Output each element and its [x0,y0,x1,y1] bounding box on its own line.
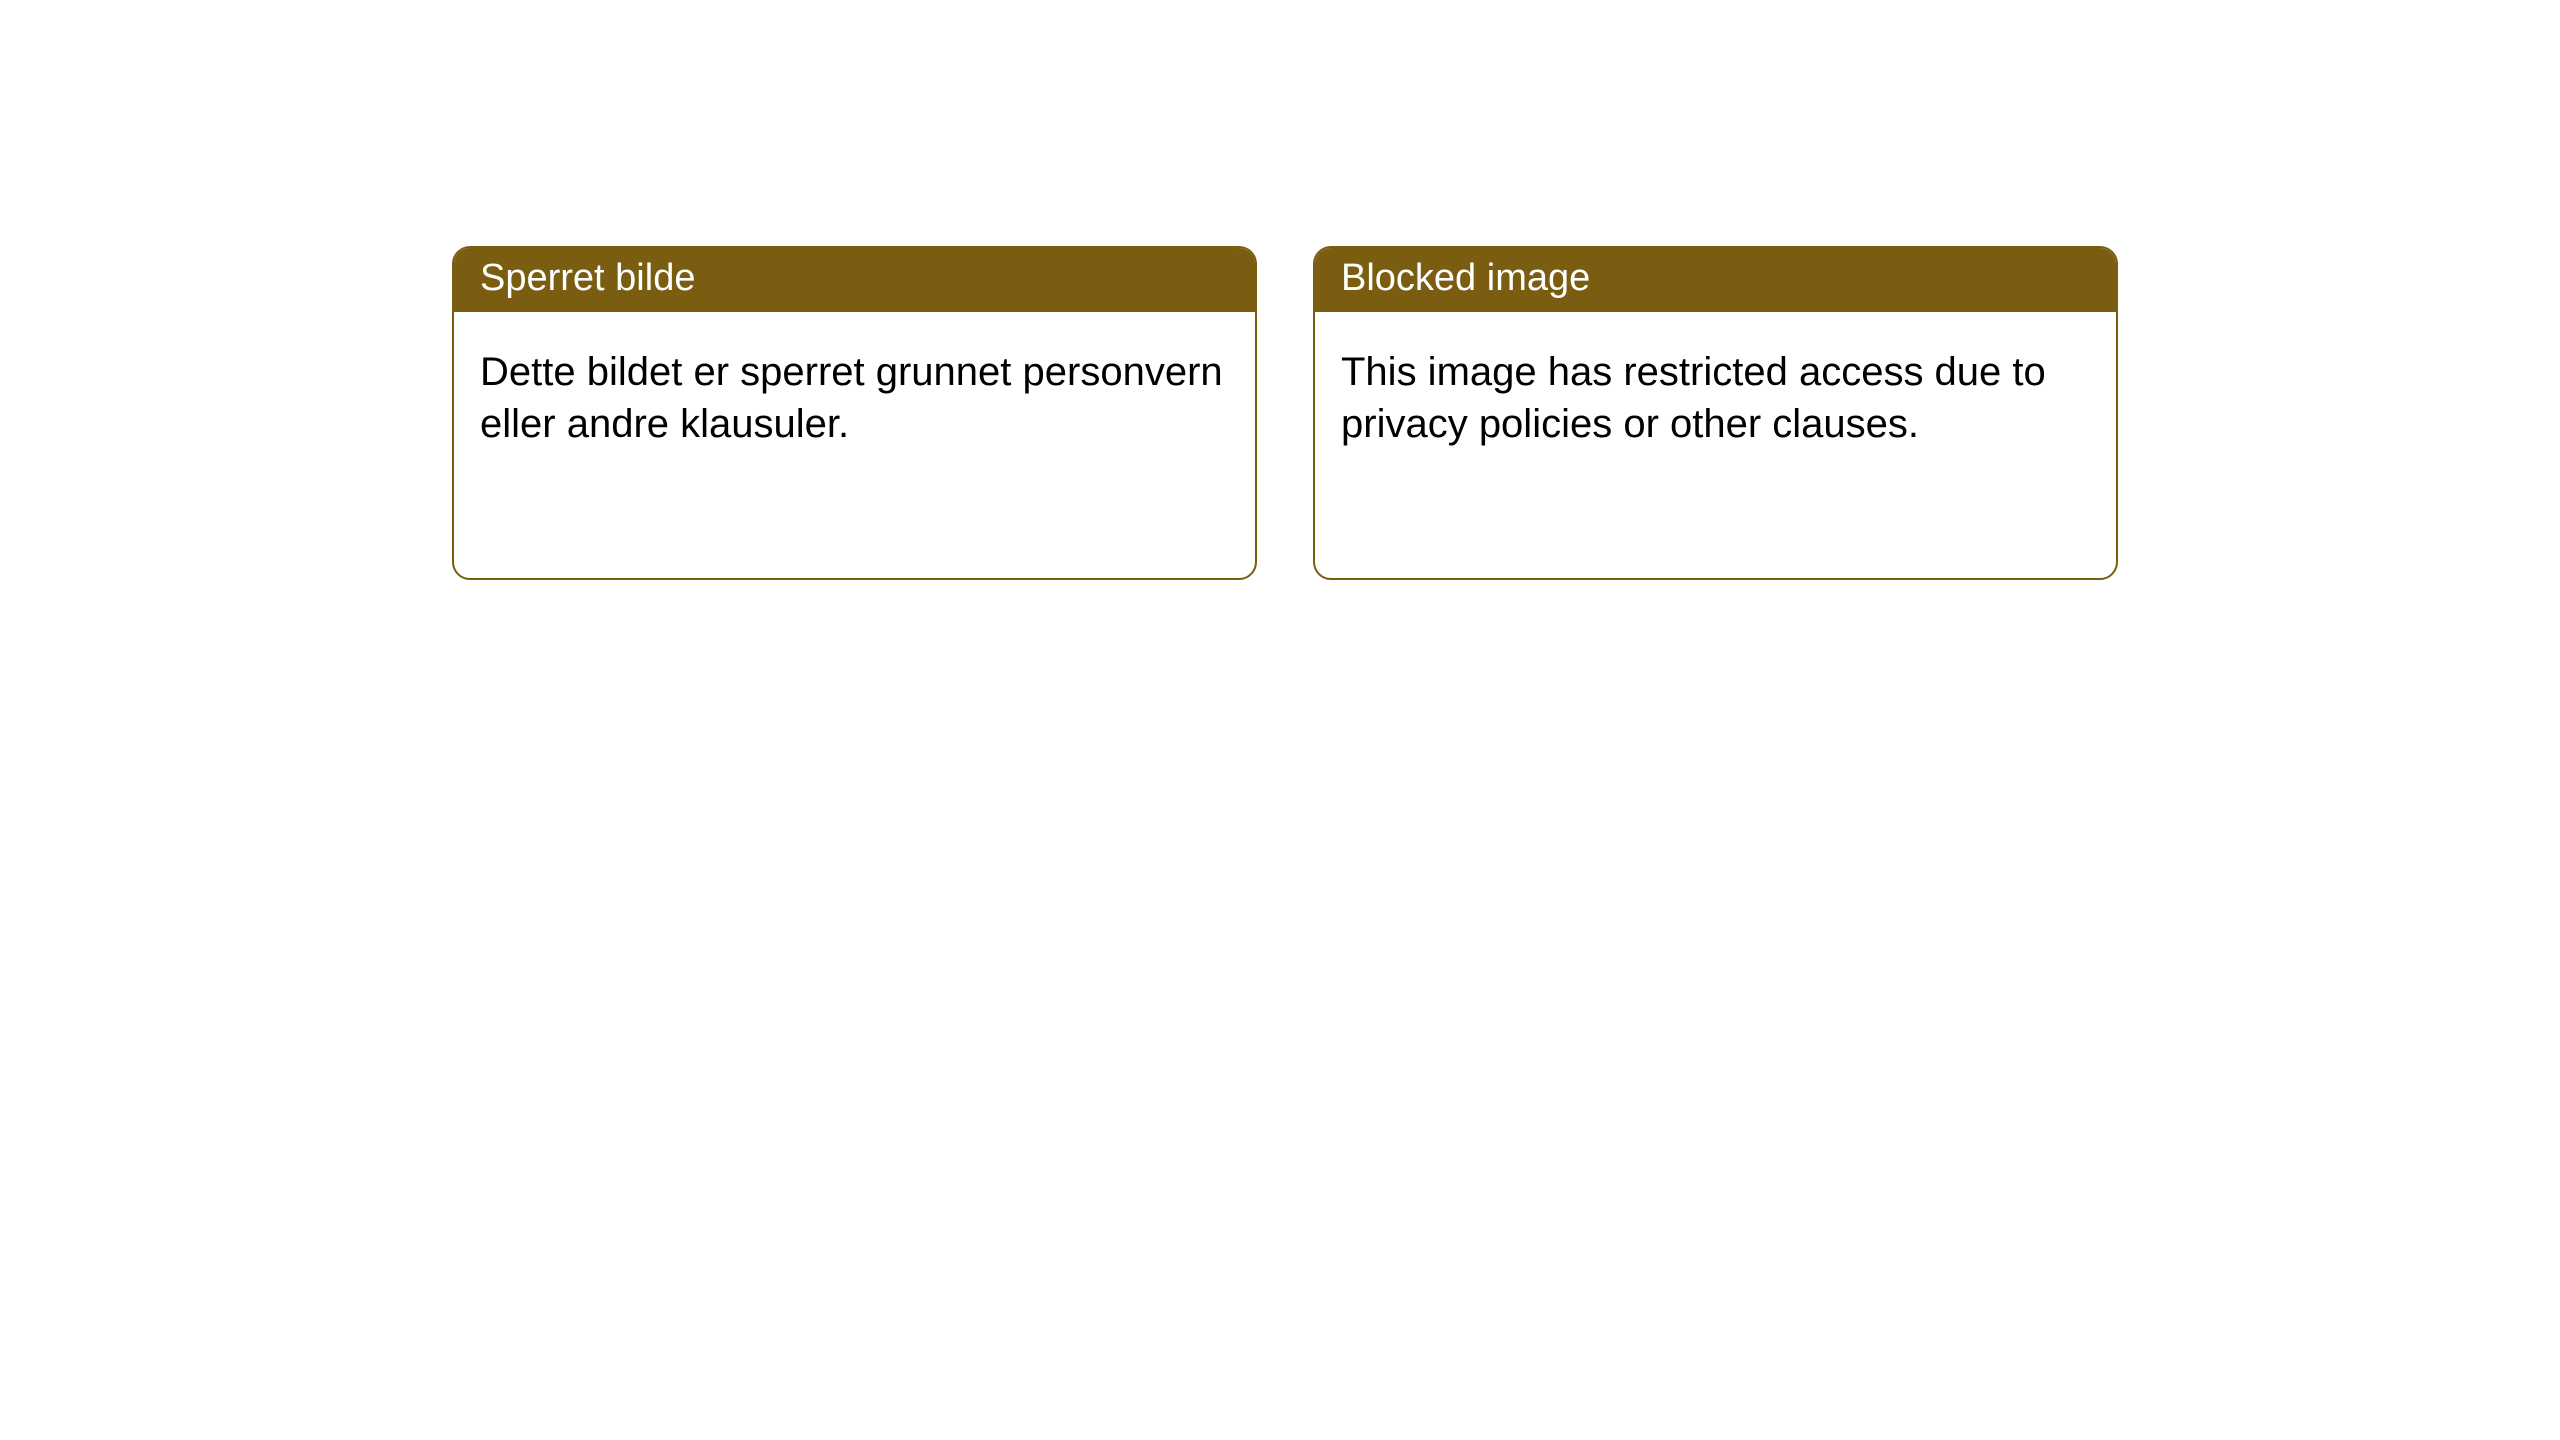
card-body-norwegian: Dette bildet er sperret grunnet personve… [454,312,1255,484]
card-header-english: Blocked image [1315,248,2116,312]
blocked-image-card-norwegian: Sperret bilde Dette bildet er sperret gr… [452,246,1257,580]
cards-container: Sperret bilde Dette bildet er sperret gr… [452,246,2118,580]
blocked-image-card-english: Blocked image This image has restricted … [1313,246,2118,580]
card-header-norwegian: Sperret bilde [454,248,1255,312]
card-body-english: This image has restricted access due to … [1315,312,2116,484]
